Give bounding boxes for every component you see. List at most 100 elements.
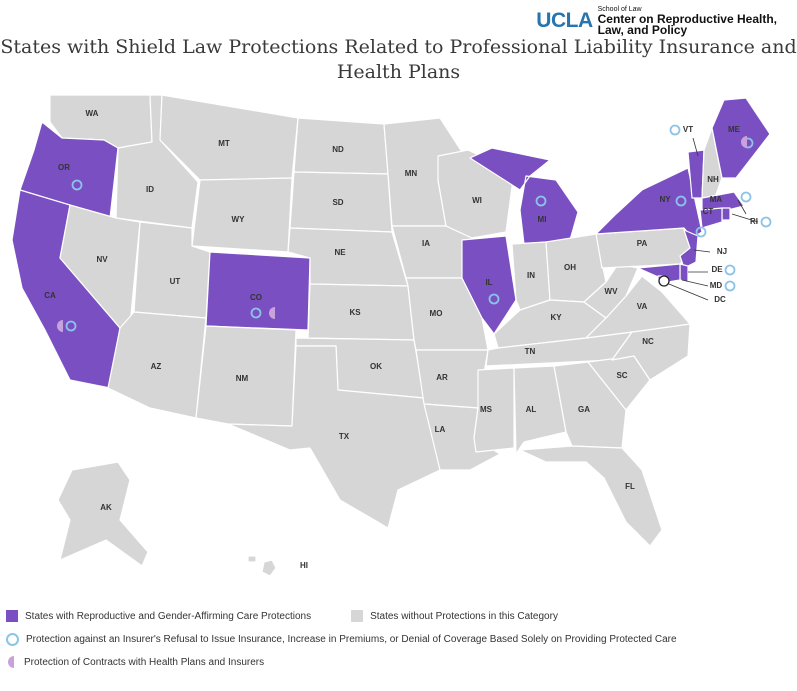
label-SC: SC: [616, 371, 627, 380]
label-PA: PA: [637, 239, 648, 248]
ucla-logo: UCLA School of Law Center on Reproductiv…: [536, 6, 777, 36]
ring-RI: [760, 216, 772, 228]
label-AZ: AZ: [151, 362, 162, 371]
legend-unprotected-label: States without Protections in this Categ…: [370, 610, 558, 622]
label-OK: OK: [370, 362, 382, 371]
label-MD: MD: [710, 281, 723, 290]
ring-MI: [535, 195, 547, 207]
ring-MD: [724, 280, 736, 292]
state-CO: [205, 251, 311, 331]
logo-ucla: UCLA: [536, 9, 593, 32]
state-AZ: [107, 311, 207, 419]
label-DE: DE: [711, 265, 723, 274]
us-map: WA OR ID MT WY NV UT CA CO AZ NM ND SD N…: [11, 94, 772, 577]
half-ME: [741, 136, 747, 148]
legend-half-circle-icon: [8, 656, 14, 668]
label-MI: MI: [538, 215, 547, 224]
label-AR: AR: [436, 373, 448, 382]
label-DC: DC: [714, 295, 726, 304]
label-TN: TN: [525, 347, 536, 356]
label-VA: VA: [637, 302, 648, 311]
label-IA: IA: [422, 239, 430, 248]
label-ID: ID: [146, 185, 154, 194]
label-HI: HI: [300, 561, 308, 570]
label-NE: NE: [334, 248, 346, 257]
label-NY: NY: [659, 195, 671, 204]
state-PA: [595, 227, 693, 269]
label-KY: KY: [550, 313, 562, 322]
ring-IL: [488, 293, 500, 305]
label-MA: MA: [710, 195, 723, 204]
label-GA: GA: [578, 405, 590, 414]
logo-school: School of Law: [597, 6, 642, 13]
label-MN: MN: [405, 169, 418, 178]
label-MO: MO: [430, 309, 443, 318]
legend-protected-label: States with Reproductive and Gender-Affi…: [25, 610, 312, 622]
label-ND: ND: [332, 145, 344, 154]
label-UT: UT: [170, 277, 181, 286]
ring-OR: [71, 179, 83, 191]
label-WI: WI: [472, 196, 482, 205]
legend-protected-swatch: [6, 610, 18, 622]
logo-center-line1: Center on Reproductive Health,: [597, 12, 777, 26]
label-AK: AK: [100, 503, 112, 512]
state-NH: [701, 127, 723, 201]
legend: States with Reproductive and Gender-Affi…: [6, 608, 786, 677]
label-FL: FL: [625, 482, 635, 491]
label-CA: CA: [44, 291, 56, 300]
state-AL: [513, 365, 567, 455]
label-NJ: NJ: [717, 247, 727, 256]
ring-CO: [250, 307, 262, 319]
label-TX: TX: [339, 432, 350, 441]
title-line1: States with Shield Law Protections Relat…: [0, 36, 797, 58]
state-CT: [699, 207, 723, 229]
label-OR: OR: [58, 163, 70, 172]
label-RI: RI: [750, 217, 758, 226]
map-title: States with Shield Law Protections Relat…: [0, 35, 797, 85]
state-AK: [57, 461, 149, 567]
state-NY: [595, 167, 703, 239]
label-NH: NH: [707, 175, 719, 184]
dc-marker: [658, 275, 670, 287]
callout-lines: [663, 137, 759, 301]
state-AR: [415, 349, 489, 409]
label-NC: NC: [642, 337, 654, 346]
ring-CA: [65, 320, 77, 332]
label-VT: VT: [683, 125, 693, 134]
legend-ring-label: Protection against an Insurer's Refusal …: [26, 633, 677, 645]
label-CT: CT: [703, 207, 714, 216]
label-LA: LA: [435, 425, 446, 434]
ring-VT: [669, 124, 681, 136]
title-line2: Health Plans: [336, 61, 461, 83]
legend-unprotected-swatch: [351, 610, 364, 622]
legend-half-label: Protection of Contracts with Health Plan…: [24, 656, 265, 668]
ring-MA: [740, 191, 752, 203]
state-FL: [519, 445, 663, 547]
label-IN: IN: [527, 271, 535, 280]
state-DE: [679, 263, 689, 283]
label-CO: CO: [250, 293, 262, 302]
contracts-protection-marks: [57, 136, 747, 332]
label-NM: NM: [236, 374, 249, 383]
logo-center-line2: Law, and Policy: [597, 23, 688, 37]
half-CO: [269, 307, 275, 319]
half-CA: [57, 320, 63, 332]
state-MD: [637, 263, 681, 283]
label-MS: MS: [480, 405, 493, 414]
label-IL: IL: [485, 278, 492, 287]
state-IA: [391, 225, 473, 279]
label-OH: OH: [564, 263, 576, 272]
label-WA: WA: [86, 109, 99, 118]
ring-NY: [675, 195, 687, 207]
label-WY: WY: [232, 215, 246, 224]
label-WV: WV: [605, 287, 619, 296]
state-labels: WA OR ID MT WY NV UT CA CO AZ NM ND SD N…: [44, 109, 758, 570]
label-MT: MT: [218, 139, 230, 148]
state-KS: [307, 283, 415, 341]
ring-CT: [695, 226, 707, 238]
state-ME: [711, 97, 771, 179]
label-SD: SD: [332, 198, 343, 207]
label-NV: NV: [96, 255, 108, 264]
label-ME: ME: [728, 125, 741, 134]
ring-DE: [724, 264, 736, 276]
